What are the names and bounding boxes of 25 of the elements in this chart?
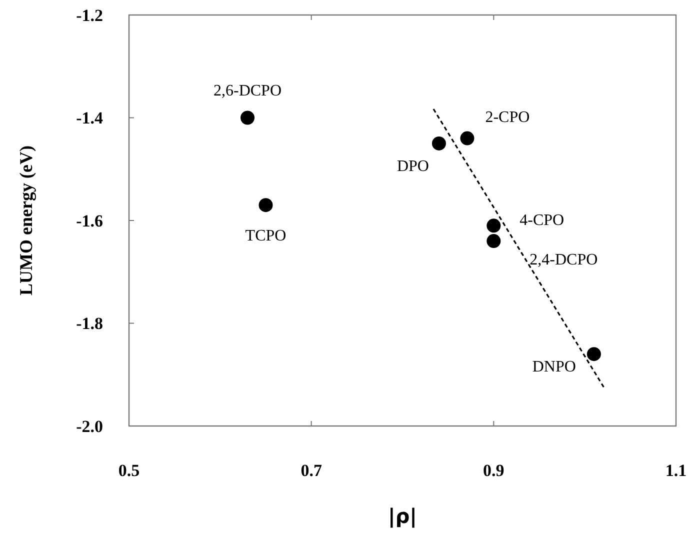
y-tick-label: -1.2 xyxy=(76,6,103,25)
annotation: 4-CPO xyxy=(520,212,564,230)
x-tick-label: 0.5 xyxy=(118,461,140,480)
point xyxy=(460,131,474,146)
y-tick-label: -2.0 xyxy=(76,416,103,436)
x-axis-title: |ρ| xyxy=(388,504,417,528)
x-tick-label: 1.1 xyxy=(665,461,687,480)
annotation: DPO xyxy=(396,158,429,176)
x-tick-label: 0.9 xyxy=(483,461,504,480)
annotation: 2,4-DCPO xyxy=(530,252,598,269)
point xyxy=(432,136,446,150)
point xyxy=(586,347,601,362)
annotation: DNPO xyxy=(532,358,576,376)
annotation: 2,6-DCPO xyxy=(214,82,282,100)
y-tick-label: -1.8 xyxy=(76,314,103,334)
y-tick-label: -1.4 xyxy=(76,108,104,128)
point xyxy=(486,234,501,248)
annotation: 2-CPO xyxy=(485,108,530,126)
y-tick-label: -1.6 xyxy=(76,211,103,230)
x-tick-label: 0.7 xyxy=(300,461,322,480)
point xyxy=(486,218,501,233)
annotation: TCPO xyxy=(245,228,286,245)
y-axis-title: LUMO energy (eV) xyxy=(16,146,36,296)
point xyxy=(258,198,273,212)
point xyxy=(240,110,255,125)
